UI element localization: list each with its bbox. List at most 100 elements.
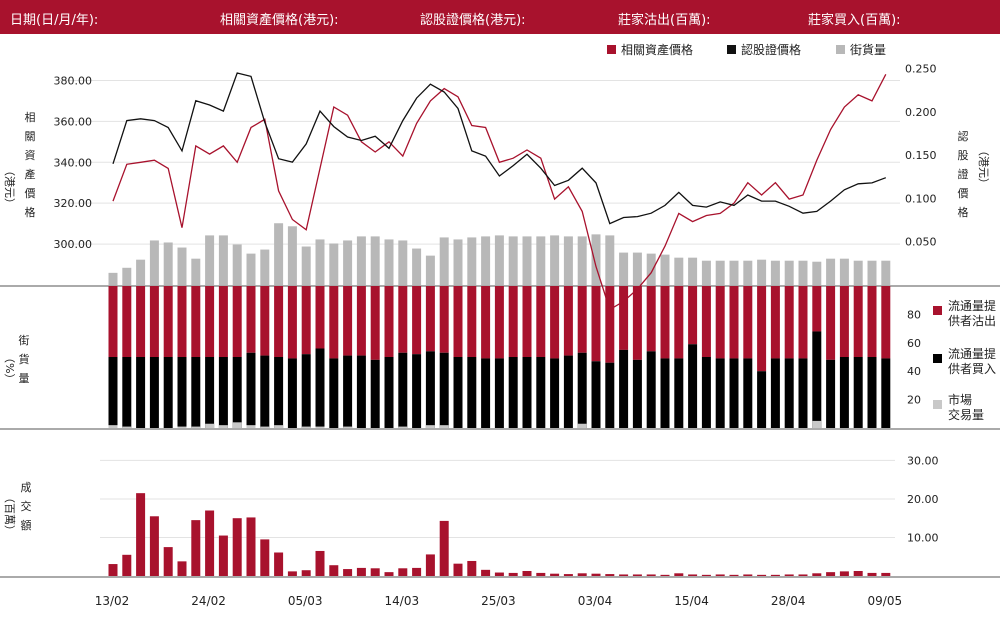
pct-axis-label-1: 貨 [19,352,30,366]
turnover-bar [743,574,753,576]
right-tick-label: 0.050 [905,236,937,249]
turnover-bar [191,520,201,576]
lp-sell-bar [398,286,408,353]
outstanding-bar [867,260,877,285]
lp-buy-bar [743,358,753,428]
market-volume-bar [177,426,187,428]
outstanding-bar [550,235,560,285]
outstanding-bar [881,260,891,285]
turnover-axis-unit: （百萬） [3,492,16,536]
lp-sell-bar [191,286,201,357]
turnover-bar [605,574,615,576]
lp-buy-bar [301,354,311,428]
outstanding-bar [784,260,794,285]
lp-sell-bar [274,286,284,357]
lp-sell-bar [660,286,670,359]
lp-buy-bar [287,358,297,428]
outstanding-bar [356,236,366,285]
lp-sell-bar [481,286,491,359]
lp-buy-bar [425,351,435,428]
turnover-bar [343,569,353,576]
turnover-bar [287,571,297,576]
lp-buy-bar [729,358,739,428]
lp-buy-bar [398,352,408,428]
header-date-label: 日期(日/月/年): [10,13,99,28]
lp-sell-bar [494,286,504,359]
outstanding-bar [743,260,753,285]
turnover-bar [274,552,284,576]
turnover-axis-label-2: 額 [21,519,32,532]
outstanding-bar [591,234,601,285]
left-axis-unit: （港元） [3,165,16,209]
lp-buy-bar [149,357,159,428]
outstanding-bar [729,260,739,285]
lp-buy-bar [605,362,615,428]
lp-buy-bar [632,359,642,428]
lp-sell-bar [467,286,477,357]
right-tick-label: 0.150 [905,149,937,162]
market-volume-bar [205,423,215,428]
outstanding-bar [246,253,256,285]
lp-buy-bar [522,357,532,428]
lp-buy-bar [329,358,339,428]
outstanding-bar [536,236,546,285]
x-tick-label: 25/03 [481,594,516,608]
lp-sell-bar [646,286,656,352]
lp-sell-bar [329,286,339,359]
outstanding-bar [274,223,284,285]
turnover-bar [412,567,422,576]
lp-buy-bar [356,355,366,428]
lp-buy-bar [536,357,546,428]
turnover-tick-label: 20.00 [907,493,939,506]
lp-buy-bar [136,357,146,428]
x-tick-label: 28/04 [771,594,806,608]
turnover-bar [425,554,435,576]
outstanding-bar [218,235,228,285]
turnover-bar [508,572,518,576]
header-buy-label: 莊家買入(百萬): [808,13,901,28]
turnover-bar [218,535,228,576]
lp-buy-bar [508,357,518,428]
lp-sell-bar [688,286,698,345]
turnover-bar [826,572,836,576]
outstanding-bar [757,259,767,285]
outstanding-bar [108,272,118,285]
lp-sell-bar [232,286,242,357]
outstanding-bar [812,261,822,285]
outstanding-bar [563,236,573,285]
turnover-bar [232,518,242,576]
turnover-bar [136,493,146,576]
pct-axis-unit: （%） [3,352,16,384]
header-asset-label: 相關資產價格(港元): [220,13,339,28]
left-axis-label-2: 資 [25,149,36,162]
lp-buy-bar [274,357,284,428]
lp-sell-bar [439,286,449,353]
outstanding-bar [688,257,698,285]
lp-buy-bar [688,344,698,428]
lp-sell-bar [177,286,187,357]
lp-sell-bar [370,286,380,360]
legend-label: 相關資產價格 [621,42,693,57]
market-volume-bar [577,423,587,428]
right-axis-label-3: 價 [958,186,969,200]
lp-buy-bar [881,358,891,428]
turnover-bar [757,574,767,576]
turnover-bar [839,571,849,576]
turnover-bar [108,564,118,576]
left-axis-label-0: 相 [25,111,36,124]
outstanding-bar [494,235,504,285]
turnover-bar [660,574,670,576]
outstanding-bar [301,246,311,285]
lp-sell-bar [757,286,767,372]
pct-legend-swatch [933,354,942,363]
turnover-axis-label-0: 成 [21,481,32,494]
left-axis-label-4: 價 [25,186,36,200]
right-axis-label-0: 認 [958,129,969,143]
pct-axis-label-0: 街 [19,333,30,347]
header-sell-label: 莊家沽出(百萬): [618,13,711,28]
lp-sell-bar [136,286,146,357]
turnover-bar [701,574,711,576]
lp-buy-bar [660,358,670,428]
outstanding-bar [122,267,132,285]
lp-sell-bar [536,286,546,357]
